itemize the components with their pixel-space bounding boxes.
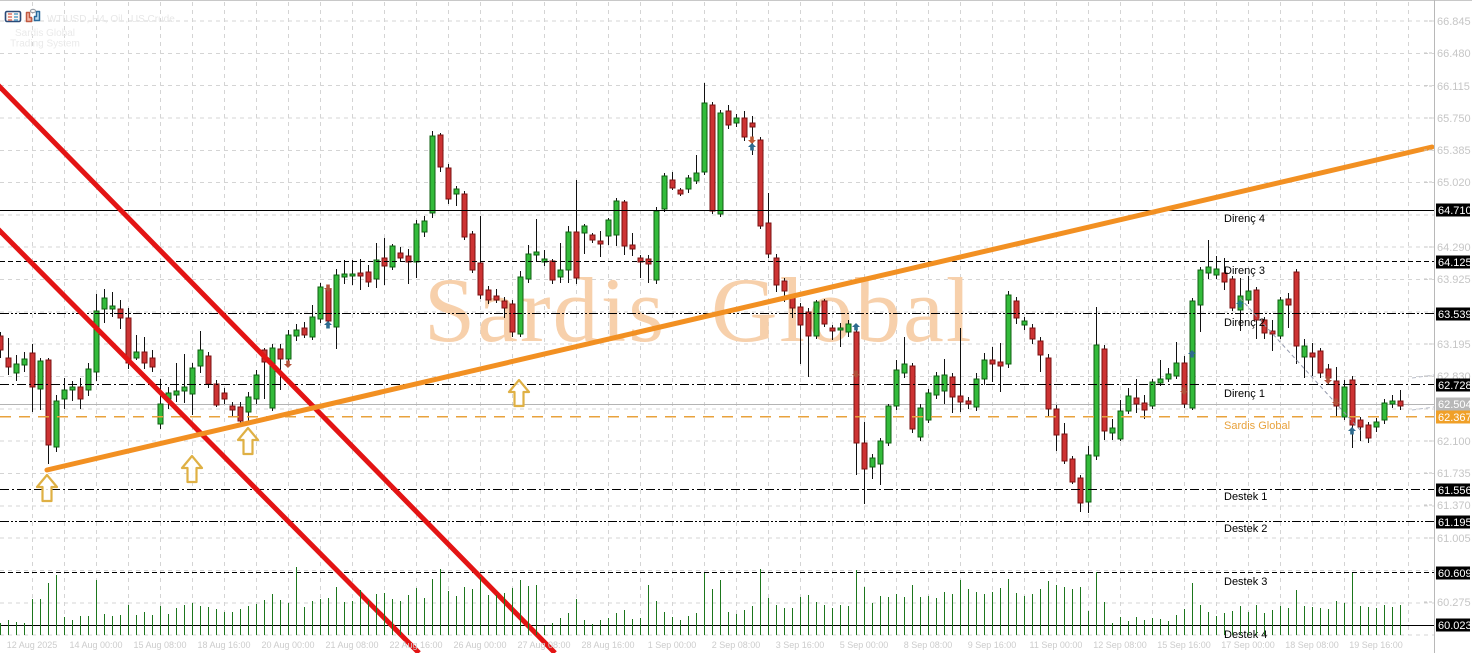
svg-text:Direnç 1: Direnç 1 [1224,388,1265,400]
svg-text:61.735: 61.735 [1437,468,1471,480]
svg-text:12 Sep 08:00: 12 Sep 08:00 [1093,640,1147,650]
svg-text:17 Sep 00:00: 17 Sep 00:00 [1221,640,1275,650]
svg-text:62.504: 62.504 [1438,399,1472,411]
svg-text:9 Sep 16:00: 9 Sep 16:00 [968,640,1017,650]
svg-text:63.195: 63.195 [1437,339,1471,351]
svg-text:5 Sep 00:00: 5 Sep 00:00 [840,640,889,650]
svg-text:64.710: 64.710 [1438,205,1472,217]
svg-text:11 Sep 00:00: 11 Sep 00:00 [1030,640,1083,650]
svg-text:26 Aug 00:00: 26 Aug 00:00 [453,640,506,650]
svg-text:66.115: 66.115 [1437,81,1470,93]
svg-text:1 Sep 00:00: 1 Sep 00:00 [648,640,697,650]
svg-text:62.367: 62.367 [1438,412,1472,424]
svg-text:64.125: 64.125 [1438,257,1472,269]
svg-text:62.100: 62.100 [1437,436,1471,448]
svg-text:65.750: 65.750 [1437,113,1471,125]
svg-text:61.556: 61.556 [1438,485,1472,497]
svg-text:3 Sep 16:00: 3 Sep 16:00 [776,640,825,650]
svg-text:65.385: 65.385 [1437,145,1471,157]
svg-text:Direnç 4: Direnç 4 [1224,213,1265,225]
svg-text:Destek 1: Destek 1 [1224,491,1267,503]
svg-text:Direnç 3: Direnç 3 [1224,265,1265,277]
svg-text:Trading System: Trading System [10,39,80,50]
svg-text:28 Aug 16:00: 28 Aug 16:00 [581,640,634,650]
svg-text:61.195: 61.195 [1438,517,1472,529]
svg-text:22 Aug 16:00: 22 Aug 16:00 [389,640,442,650]
svg-text:66.845: 66.845 [1437,16,1471,28]
svg-text:Sardis Global: Sardis Global [15,28,75,39]
svg-text:27 Aug 08:00: 27 Aug 08:00 [517,640,570,650]
svg-text:19 Sep 16:00: 19 Sep 16:00 [1349,640,1403,650]
svg-text:WTIUSD, H4, Oil , US Crude: WTIUSD, H4, Oil , US Crude [47,14,175,25]
svg-text:18 Sep 08:00: 18 Sep 08:00 [1285,640,1339,650]
svg-text:Direnç 2: Direnç 2 [1224,317,1265,329]
svg-text:18 Aug 16:00: 18 Aug 16:00 [197,640,250,650]
svg-text:14 Aug 00:00: 14 Aug 00:00 [69,640,122,650]
svg-text:2 Sep 08:00: 2 Sep 08:00 [712,640,761,650]
svg-text:60.609: 60.609 [1438,568,1472,580]
svg-text:20 Aug 00:00: 20 Aug 00:00 [261,640,314,650]
svg-text:Destek 3: Destek 3 [1224,576,1267,588]
svg-text:62.728: 62.728 [1438,380,1472,392]
svg-text:66.480: 66.480 [1437,48,1471,60]
svg-text:63.925: 63.925 [1437,274,1471,286]
svg-text:60.023: 60.023 [1438,620,1472,632]
svg-text:12 Aug 2025: 12 Aug 2025 [7,640,58,650]
svg-text:Destek 2: Destek 2 [1224,523,1267,535]
svg-text:21 Aug 08:00: 21 Aug 08:00 [325,640,378,650]
svg-text:15 Aug 08:00: 15 Aug 08:00 [133,640,186,650]
svg-text:61.370: 61.370 [1437,500,1471,512]
svg-text:15 Sep 16:00: 15 Sep 16:00 [1157,640,1211,650]
svg-text:64.290: 64.290 [1437,242,1471,254]
svg-text:60.275: 60.275 [1437,597,1471,609]
svg-text:63.539: 63.539 [1438,309,1472,321]
svg-text:Sardis Global: Sardis Global [1224,420,1290,432]
svg-text:65.020: 65.020 [1437,177,1471,189]
svg-text:61.005: 61.005 [1437,533,1471,545]
svg-text:8 Sep 08:00: 8 Sep 08:00 [904,640,953,650]
